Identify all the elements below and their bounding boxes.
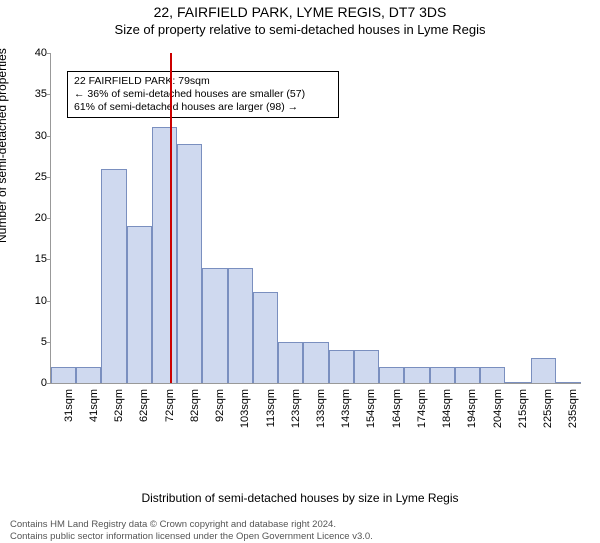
y-tick-mark	[47, 53, 51, 54]
histogram-bar	[253, 292, 278, 383]
x-tick-label: 52sqm	[113, 389, 125, 439]
histogram-bar	[101, 169, 126, 384]
histogram-bar	[278, 342, 303, 383]
x-tick-label: 41sqm	[88, 389, 100, 439]
x-tick-label: 215sqm	[517, 389, 529, 439]
x-tick-label: 143sqm	[340, 389, 352, 439]
x-tick-label: 123sqm	[290, 389, 302, 439]
chart-subtitle: Size of property relative to semi-detach…	[0, 22, 600, 37]
y-tick-label: 15	[21, 253, 47, 265]
histogram-bar	[329, 350, 354, 383]
histogram-bar	[430, 367, 455, 384]
y-tick-mark	[47, 301, 51, 302]
x-tick-label: 204sqm	[492, 389, 504, 439]
histogram-bar	[379, 367, 404, 384]
x-tick-label: 62sqm	[138, 389, 150, 439]
y-tick-mark	[47, 259, 51, 260]
histogram-bar	[303, 342, 328, 383]
y-tick-mark	[47, 94, 51, 95]
histogram-bar	[404, 367, 429, 384]
histogram-bar	[480, 367, 505, 384]
plot-area: 22 FAIRFIELD PARK: 79sqm ← 36% of semi-d…	[50, 53, 581, 384]
x-tick-label: 31sqm	[63, 389, 75, 439]
histogram-bar	[152, 127, 177, 383]
histogram-bar	[177, 144, 202, 383]
y-tick-label: 0	[21, 377, 47, 389]
y-tick-mark	[47, 218, 51, 219]
histogram-bar	[505, 382, 530, 383]
histogram-bar	[127, 226, 152, 383]
annotation-line1: 22 FAIRFIELD PARK: 79sqm	[74, 75, 332, 88]
footer-attribution: Contains HM Land Registry data © Crown c…	[10, 519, 590, 543]
x-tick-label: 103sqm	[239, 389, 251, 439]
y-tick-label: 35	[21, 88, 47, 100]
y-tick-label: 40	[21, 47, 47, 59]
x-axis-label: Distribution of semi-detached houses by …	[0, 491, 600, 505]
x-tick-label: 235sqm	[567, 389, 579, 439]
x-tick-label: 225sqm	[542, 389, 554, 439]
x-tick-label: 113sqm	[265, 389, 277, 439]
annotation-line2: ← 36% of semi-detached houses are smalle…	[74, 88, 332, 101]
y-tick-mark	[47, 136, 51, 137]
chart-container: Number of semi-detached properties 22 FA…	[0, 43, 600, 443]
y-tick-mark	[47, 383, 51, 384]
histogram-bar	[228, 268, 253, 384]
y-axis-label: Number of semi-detached properties	[0, 48, 9, 243]
histogram-bar	[455, 367, 480, 384]
footer-line1: Contains HM Land Registry data © Crown c…	[10, 519, 590, 531]
annotation-box: 22 FAIRFIELD PARK: 79sqm ← 36% of semi-d…	[67, 71, 339, 118]
x-tick-label: 174sqm	[416, 389, 428, 439]
y-tick-label: 25	[21, 171, 47, 183]
histogram-bar	[202, 268, 227, 384]
histogram-bar	[76, 367, 101, 384]
annotation-line3: 61% of semi-detached houses are larger (…	[74, 101, 332, 114]
histogram-bar	[354, 350, 379, 383]
y-tick-label: 20	[21, 212, 47, 224]
x-tick-label: 184sqm	[441, 389, 453, 439]
y-tick-mark	[47, 342, 51, 343]
x-tick-label: 154sqm	[365, 389, 377, 439]
histogram-bar	[51, 367, 76, 384]
x-tick-label: 72sqm	[164, 389, 176, 439]
x-tick-label: 164sqm	[391, 389, 403, 439]
y-tick-label: 30	[21, 130, 47, 142]
y-tick-label: 10	[21, 295, 47, 307]
reference-line	[170, 53, 172, 383]
chart-title: 22, FAIRFIELD PARK, LYME REGIS, DT7 3DS	[0, 4, 600, 20]
x-tick-label: 194sqm	[466, 389, 478, 439]
x-tick-label: 92sqm	[214, 389, 226, 439]
footer-line2: Contains public sector information licen…	[10, 531, 590, 543]
histogram-bar	[531, 358, 556, 383]
histogram-bar	[556, 382, 581, 383]
x-tick-label: 133sqm	[315, 389, 327, 439]
x-tick-label: 82sqm	[189, 389, 201, 439]
y-tick-label: 5	[21, 336, 47, 348]
y-tick-mark	[47, 177, 51, 178]
